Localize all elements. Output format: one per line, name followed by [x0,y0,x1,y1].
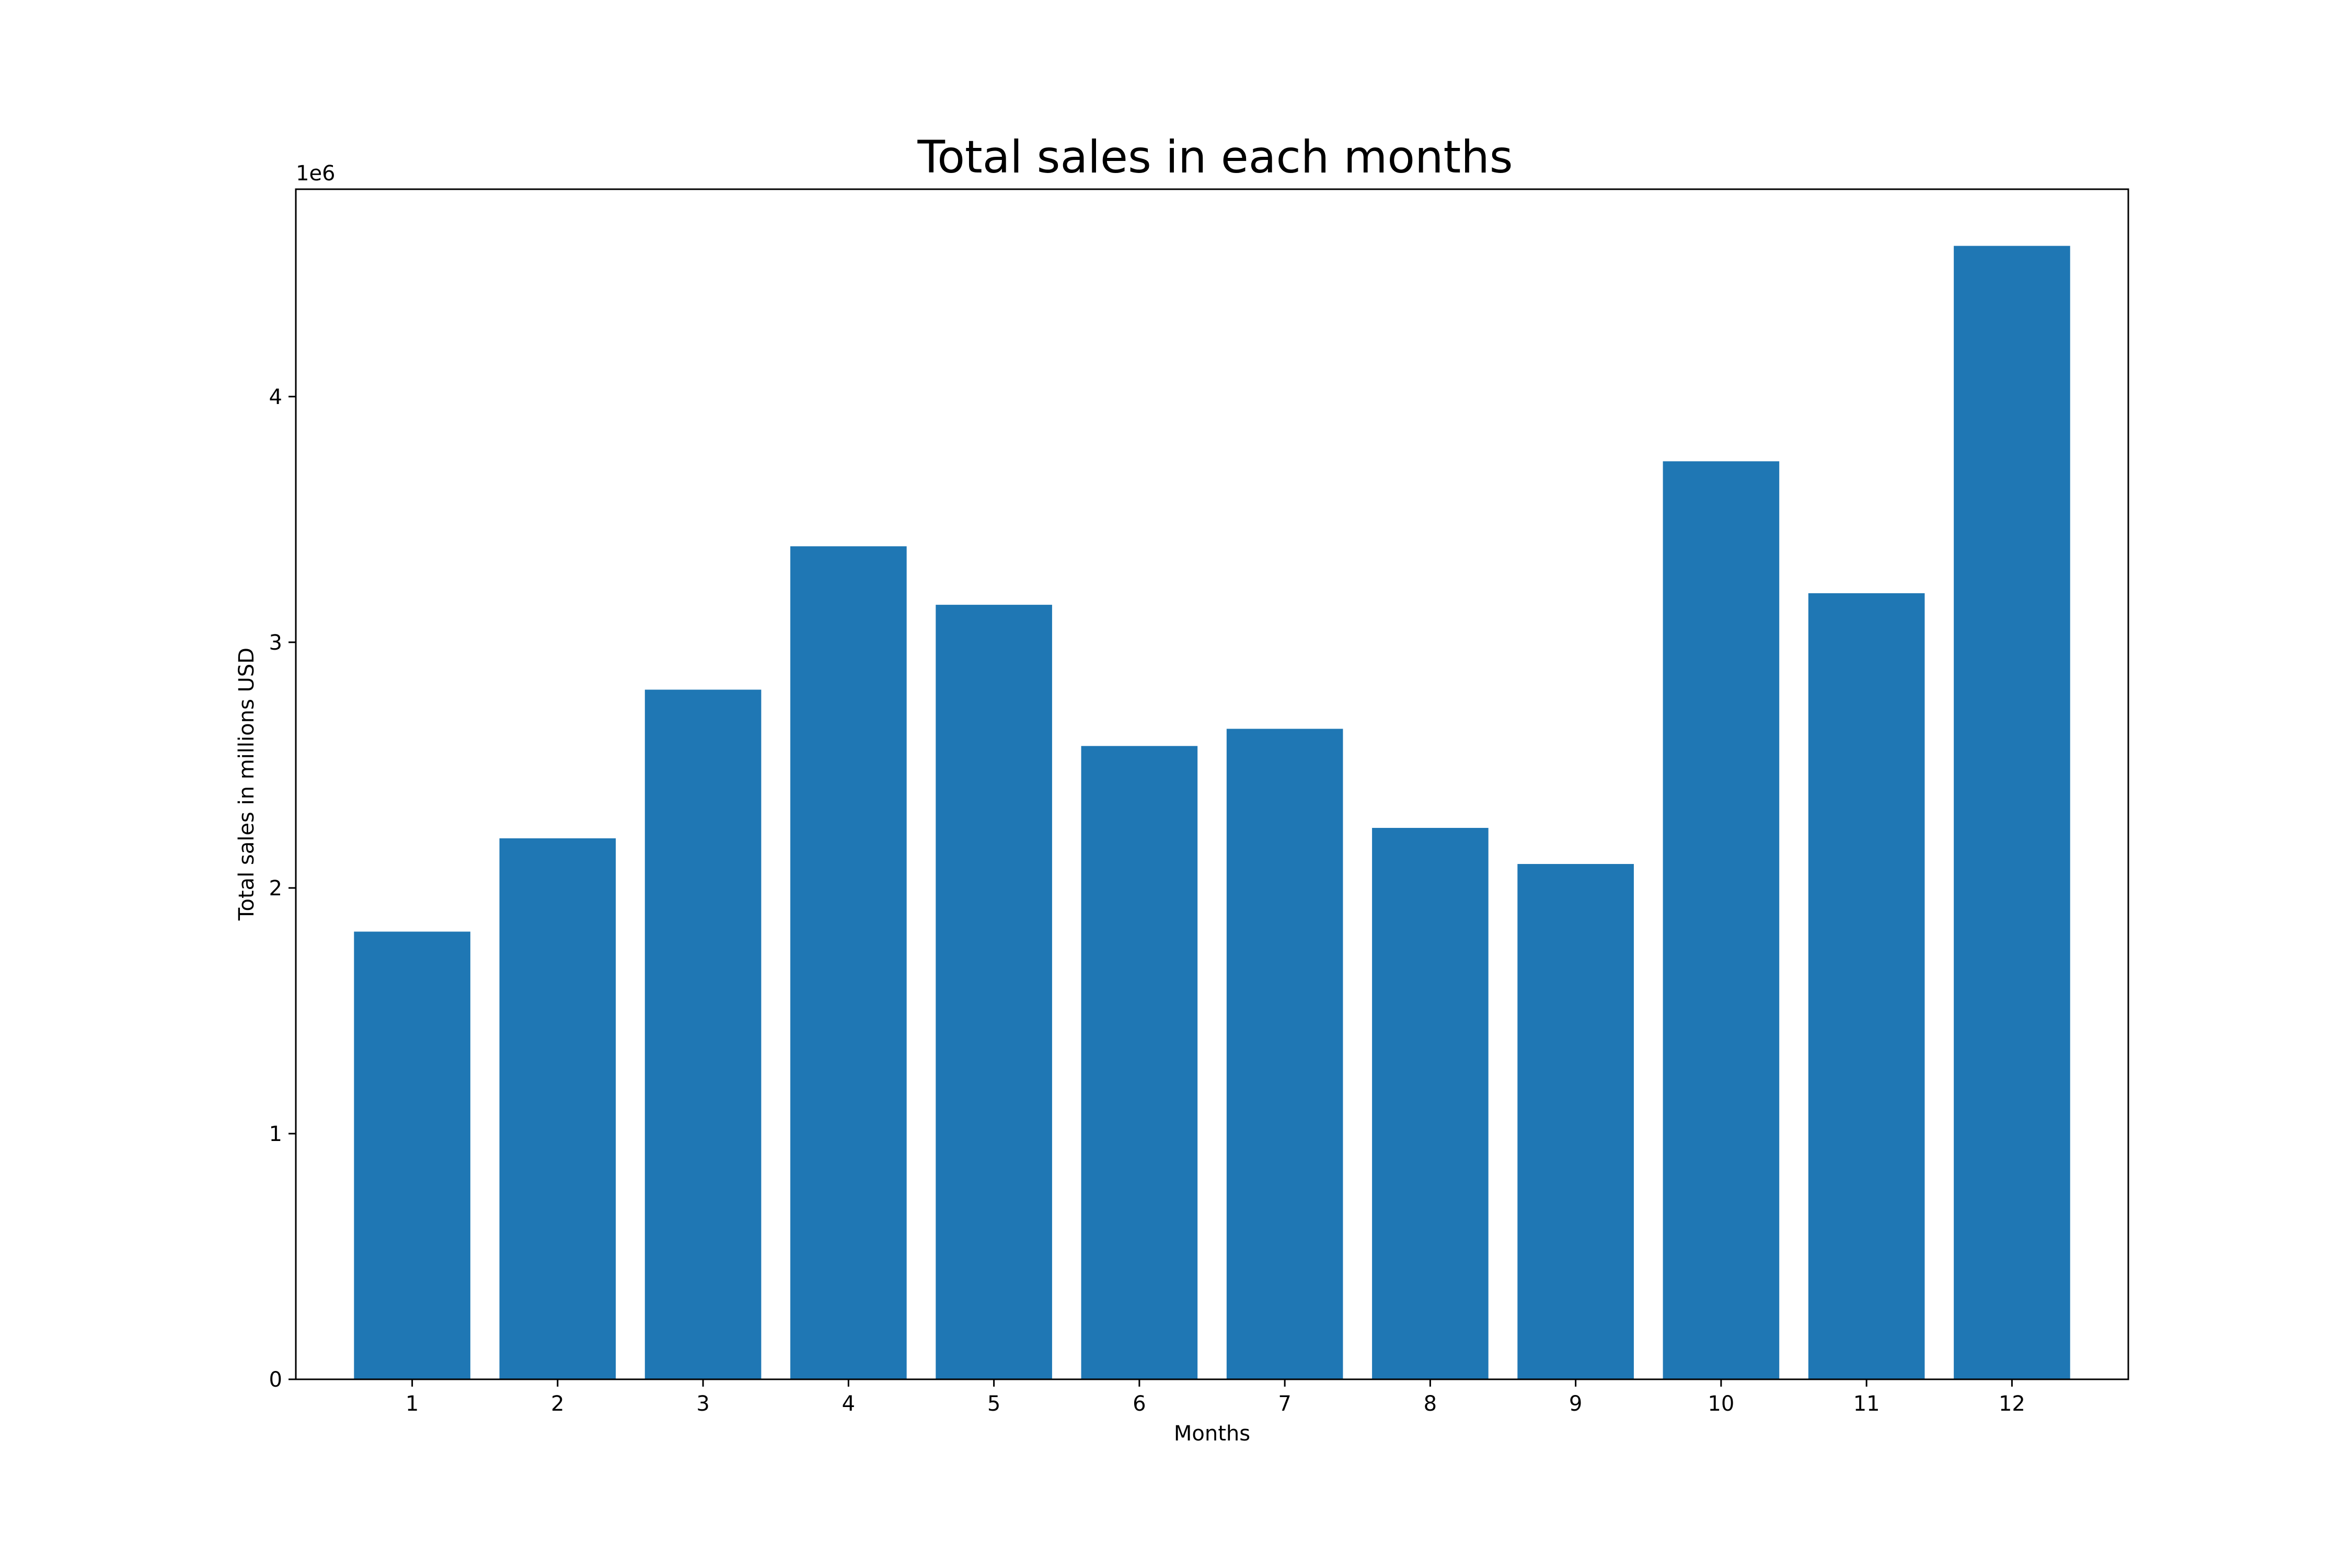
bar-month-8 [1372,827,1489,1379]
bars-group [354,246,2070,1380]
x-tick-label: 10 [1708,1392,1734,1416]
bar-month-2 [499,838,616,1379]
y-axis-label: Total sales in millions USD [235,648,259,921]
x-tick-label: 7 [1278,1392,1291,1416]
x-tick-label: 5 [987,1392,1000,1416]
x-tick-label: 3 [696,1392,709,1416]
bar-month-6 [1081,746,1198,1379]
x-tick-label: 8 [1424,1392,1437,1416]
chart-title: Total sales in each months [917,131,1513,183]
y-axis-ticks: 0 1 2 3 4 [269,385,296,1392]
x-tick-label: 1 [406,1392,419,1416]
y-tick-label: 2 [269,877,282,901]
y-tick-label: 0 [269,1368,282,1392]
x-tick-label: 12 [1999,1392,2025,1416]
x-tick-label: 9 [1569,1392,1582,1416]
x-tick-label: 6 [1133,1392,1146,1416]
x-tick-label: 11 [1853,1392,1880,1416]
y-tick-label: 4 [269,385,282,409]
y-tick-label: 1 [269,1122,282,1146]
bar-month-11 [1808,593,1925,1379]
y-axis-offset-label: 1e6 [296,162,336,186]
y-tick-label: 3 [269,631,282,655]
bar-month-3 [644,689,762,1379]
x-axis-ticks: 1 2 3 4 5 6 7 8 9 10 11 12 [406,1379,2025,1416]
x-axis-label: Months [1174,1422,1250,1446]
bar-month-5 [936,605,1052,1379]
bar-month-9 [1517,864,1634,1379]
bar-month-12 [1954,246,2070,1380]
bar-month-10 [1663,461,1780,1379]
bar-month-4 [790,546,907,1379]
bar-month-1 [354,931,470,1379]
x-tick-label: 4 [842,1392,855,1416]
plot-frame [295,188,2129,1380]
x-tick-label: 2 [551,1392,564,1416]
bar-month-7 [1226,729,1343,1379]
